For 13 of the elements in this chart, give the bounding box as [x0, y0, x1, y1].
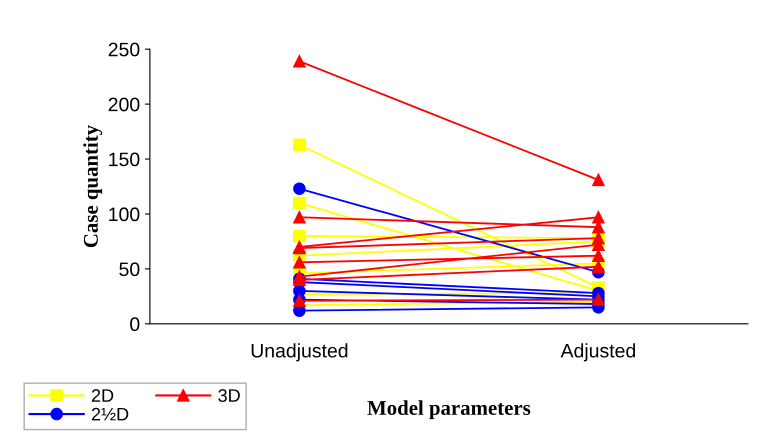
y-tick-label: 100: [109, 207, 140, 222]
legend-label: 2½D: [92, 408, 128, 420]
legend-label: 2D: [92, 389, 114, 402]
x-axis-title: Model parameters: [367, 400, 530, 420]
x-tick-label: Adjusted: [560, 343, 635, 362]
y-tick-label: 50: [119, 262, 140, 276]
y-tick-label: 0: [130, 317, 140, 332]
y-tick-label: 150: [109, 152, 140, 166]
y-axis-title: Case quantity: [83, 125, 102, 248]
y-tick-label: 200: [108, 98, 140, 112]
y-tick-label: 250: [108, 42, 140, 56]
legend-label: 3D: [218, 389, 240, 402]
x-tick-label: Unadjusted: [252, 343, 348, 362]
